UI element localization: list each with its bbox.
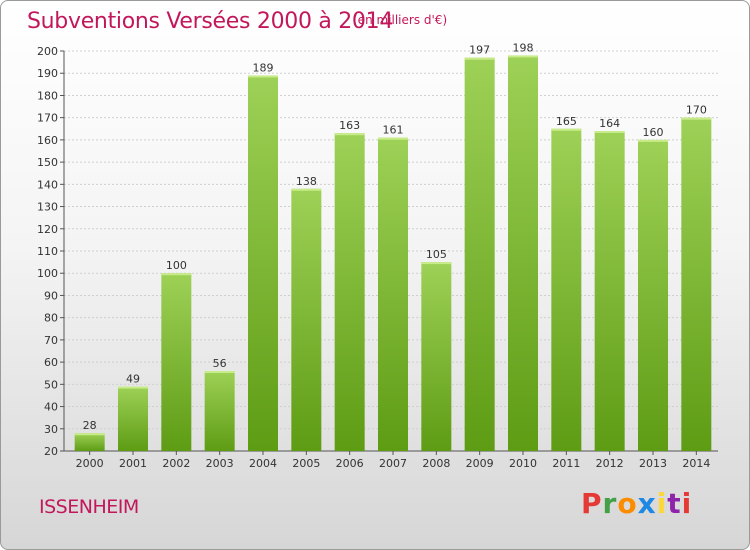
bar-2013[interactable] xyxy=(638,139,668,451)
bar-highlight xyxy=(291,188,322,191)
commune-name: ISSENHEIM xyxy=(39,496,139,518)
bar-highlight xyxy=(421,262,452,265)
y-tick-label: 70 xyxy=(44,334,58,347)
bar-highlight xyxy=(161,273,192,276)
bar-2003[interactable] xyxy=(204,371,235,451)
bar-2007[interactable] xyxy=(378,137,408,451)
y-tick-label: 150 xyxy=(37,156,58,169)
bar-highlight xyxy=(464,57,495,60)
logo-letter: t xyxy=(667,487,682,520)
x-tick-label-2002: 2002 xyxy=(162,457,190,470)
x-tick-label-2012: 2012 xyxy=(596,457,624,470)
value-label-2013: 160 xyxy=(643,126,664,139)
x-tick-label-2005: 2005 xyxy=(292,457,320,470)
bar-2011[interactable] xyxy=(551,128,582,451)
value-label-2009: 197 xyxy=(469,44,490,57)
y-tick-label: 20 xyxy=(44,445,58,458)
y-tick-label: 90 xyxy=(44,289,58,302)
y-tick-label: 140 xyxy=(37,178,58,191)
value-label-2005: 138 xyxy=(296,175,317,188)
y-tick-label: 60 xyxy=(44,356,58,369)
value-label-2011: 165 xyxy=(556,115,577,128)
bar-highlight xyxy=(638,139,668,142)
value-label-2007: 161 xyxy=(383,124,404,137)
value-label-2006: 163 xyxy=(339,119,360,132)
x-tick-label-2003: 2003 xyxy=(206,457,234,470)
bar-highlight xyxy=(551,128,582,131)
y-tick-label: 110 xyxy=(37,245,58,258)
x-tick-label-2011: 2011 xyxy=(552,457,580,470)
proxiti-logo[interactable]: Proxiti xyxy=(581,487,692,520)
value-label-2010: 198 xyxy=(513,41,534,54)
y-tick-label: 130 xyxy=(37,201,58,214)
value-label-2001: 49 xyxy=(126,373,140,386)
bar-highlight xyxy=(334,133,365,136)
chart-title: Subventions Versées 2000 à 2014 xyxy=(27,9,394,34)
y-tick-label: 40 xyxy=(44,401,58,414)
y-tick-label: 100 xyxy=(37,267,58,280)
x-tick-label-2013: 2013 xyxy=(639,457,667,470)
bar-2002[interactable] xyxy=(161,273,192,451)
y-tick-label: 180 xyxy=(37,89,58,102)
logo-letter: i xyxy=(681,487,693,520)
y-tick-label: 200 xyxy=(37,45,58,58)
logo-letter: x xyxy=(637,487,657,520)
y-tick-label: 50 xyxy=(44,378,58,391)
x-tick-label-2009: 2009 xyxy=(466,457,494,470)
bar-2001[interactable] xyxy=(118,386,148,451)
value-label-2000: 28 xyxy=(83,419,97,432)
logo-letter: o xyxy=(617,487,638,520)
y-tick-label: 190 xyxy=(37,67,58,80)
bar-2005[interactable] xyxy=(291,188,322,451)
y-tick-label: 160 xyxy=(37,134,58,147)
bar-highlight xyxy=(204,371,235,373)
value-label-2004: 189 xyxy=(253,61,274,74)
y-tick-label: 80 xyxy=(44,312,58,325)
bar-2012[interactable] xyxy=(594,131,625,451)
bar-highlight xyxy=(378,137,408,140)
value-label-2012: 164 xyxy=(599,117,620,130)
value-label-2014: 170 xyxy=(686,104,707,117)
x-tick-labels: 2000 2001 2002 2003 2004 2005 2006 2007 2008 2009… xyxy=(76,451,710,470)
x-tick-label-2001: 2001 xyxy=(119,457,147,470)
x-tick-label-2014: 2014 xyxy=(682,457,710,470)
bar-2014[interactable] xyxy=(681,117,712,452)
x-tick-label-2000: 2000 xyxy=(76,457,104,470)
bar-2009[interactable] xyxy=(464,57,495,452)
x-tick-label-2006: 2006 xyxy=(336,457,364,470)
value-label-2002: 100 xyxy=(166,259,187,272)
value-labels: 28 49 100 56 189 138 163 161 105 197 198 165 164 160 1… xyxy=(83,41,707,432)
bar-2000[interactable] xyxy=(74,433,105,451)
y-tick-labels: 20 30 40 50 60 70 80 90 100 110 120 130 140 150 160 170… xyxy=(37,45,58,458)
bars xyxy=(74,55,712,452)
bar-highlight xyxy=(248,75,278,78)
bar-2008[interactable] xyxy=(421,262,452,451)
bar-highlight xyxy=(681,117,712,120)
logo-letter: r xyxy=(602,487,618,520)
bar-2010[interactable] xyxy=(508,55,538,451)
y-tick-label: 30 xyxy=(44,423,58,436)
bar-highlight xyxy=(594,131,625,133)
logo-letter: i xyxy=(656,487,668,520)
value-label-2008: 105 xyxy=(426,248,447,261)
x-tick-label-2007: 2007 xyxy=(379,457,407,470)
bar-highlight xyxy=(508,55,538,58)
bar-2006[interactable] xyxy=(334,133,365,451)
x-tick-label-2008: 2008 xyxy=(422,457,450,470)
y-tick-label: 120 xyxy=(37,223,58,236)
logo-letter: P xyxy=(581,487,603,520)
bar-2004[interactable] xyxy=(248,75,278,451)
y-tick-label: 170 xyxy=(37,112,58,125)
x-tick-label-2010: 2010 xyxy=(509,457,537,470)
bar-highlight xyxy=(74,433,105,436)
x-tick-label-2004: 2004 xyxy=(249,457,277,470)
value-label-2003: 56 xyxy=(213,357,227,370)
bar-highlight xyxy=(118,386,148,389)
chart-subtitle: (en milliers d'€) xyxy=(353,13,448,27)
